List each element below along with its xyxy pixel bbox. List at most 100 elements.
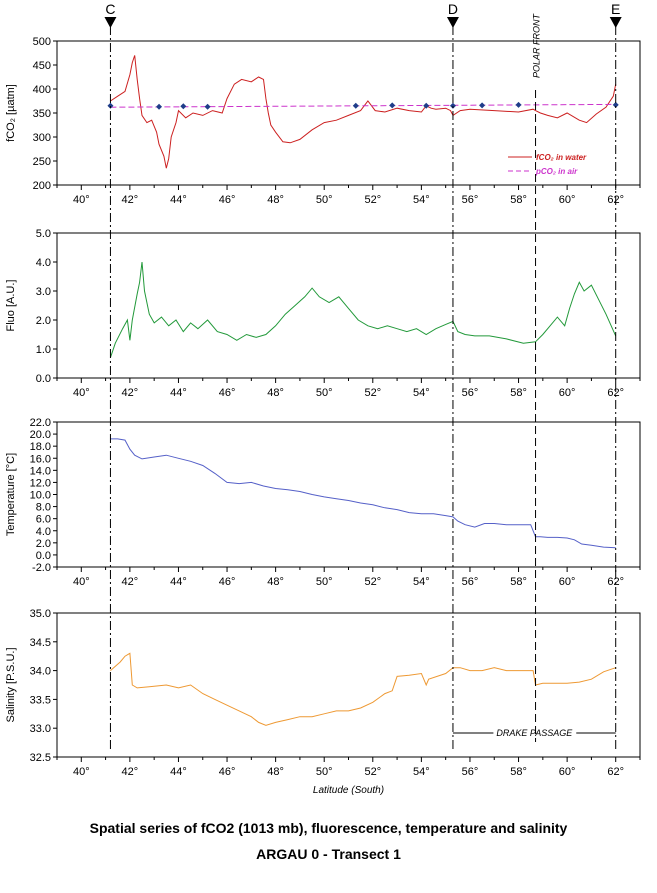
y-tick-label: 4.0 xyxy=(36,526,51,538)
x-tick-label: 50° xyxy=(316,387,333,399)
y-tick-label: 5.0 xyxy=(36,228,51,240)
x-tick-label: 40° xyxy=(73,387,90,399)
x-tick-label: 46° xyxy=(219,576,236,588)
series-line-panel-4 xyxy=(110,652,616,726)
x-tick-label: 62° xyxy=(607,387,624,399)
panel-1: 200 250 300 350 400 450 500 40° 42° 44° 46° 48° 50° 5… xyxy=(5,36,641,206)
x-tick-label: 40° xyxy=(73,576,90,588)
x-tick-label: 44° xyxy=(170,576,187,588)
y-tick-label: 350 xyxy=(33,108,51,120)
y-tick-label: 3.0 xyxy=(36,286,51,298)
panel-3: -2.00.02.04.06.08.010.012.014.016.018.02… xyxy=(5,417,641,588)
x-tick-label: 58° xyxy=(510,766,527,778)
y-tick-label: 2.0 xyxy=(36,315,51,327)
series-line-pco2-air xyxy=(110,103,616,108)
y-tick-label: 400 xyxy=(33,84,51,96)
x-tick-label: 52° xyxy=(364,387,381,399)
x-tick-label: 42° xyxy=(122,576,139,588)
x-tick-label: 56° xyxy=(462,766,479,778)
plot-frame xyxy=(56,40,641,186)
x-tick-label: 56° xyxy=(462,387,479,399)
pco2-air-point xyxy=(479,102,486,109)
x-tick-label: 46° xyxy=(219,387,236,399)
x-tick-label: 42° xyxy=(122,194,139,206)
x-tick-label: 60° xyxy=(559,194,576,206)
x-tick-label: 56° xyxy=(462,194,479,206)
x-tick-label: 48° xyxy=(267,576,284,588)
y-tick-label: -2.0 xyxy=(32,562,51,574)
drake-passage-label: DRAKE PASSAGE xyxy=(496,728,573,738)
x-tick-label: 42° xyxy=(122,387,139,399)
y-tick-label: 6.0 xyxy=(36,514,51,526)
station-label: C xyxy=(105,1,115,17)
pco2-air-point xyxy=(389,102,396,109)
legend-label-fco2: fCO₂ in water xyxy=(536,153,587,162)
legend-label-pco2: pCO₂ in air xyxy=(535,167,578,176)
x-tick-label: 50° xyxy=(316,766,333,778)
panel-4: 32.5 33.0 33.5 34.0 34.5 35.0 40° 42° 44° 46° 48° 5… xyxy=(5,608,641,796)
y-tick-label: 18.0 xyxy=(30,441,51,453)
x-tick-label: 50° xyxy=(316,576,333,588)
station-marker-icon xyxy=(104,17,117,28)
y-tick-label: 0.0 xyxy=(36,373,51,385)
x-tick-label: 60° xyxy=(559,766,576,778)
pco2-air-point xyxy=(515,101,522,108)
x-axis-label: Latitude (South) xyxy=(313,785,384,796)
x-tick-label: 54° xyxy=(413,387,430,399)
x-tick-label: 48° xyxy=(267,766,284,778)
station-label: D xyxy=(448,1,458,17)
y-axis-label: Temperature [°C] xyxy=(5,453,17,536)
x-tick-label: 50° xyxy=(316,194,333,206)
pco2-air-point xyxy=(423,102,430,109)
x-tick-label: 52° xyxy=(364,576,381,588)
y-tick-label: 250 xyxy=(33,156,51,168)
series-line-panel-3 xyxy=(110,438,616,549)
polar-front-label: POLAR FRONT xyxy=(532,12,542,78)
y-tick-label: 4.0 xyxy=(36,257,51,269)
y-tick-label: 450 xyxy=(33,60,51,72)
x-tick-label: 44° xyxy=(170,194,187,206)
x-tick-label: 46° xyxy=(219,766,236,778)
x-tick-label: 60° xyxy=(559,576,576,588)
y-tick-label: 12.0 xyxy=(30,477,51,489)
y-tick-label: 0.0 xyxy=(36,550,51,562)
panel-2: 0.0 1.0 2.0 3.0 4.0 5.0 40° 42° 44° 46° 48° 50° 52° 5… xyxy=(5,228,641,399)
x-tick-label: 54° xyxy=(413,194,430,206)
x-tick-label: 56° xyxy=(462,576,479,588)
y-tick-label: 14.0 xyxy=(30,465,51,477)
x-tick-label: 48° xyxy=(267,194,284,206)
x-tick-label: 58° xyxy=(510,194,527,206)
y-tick-label: 34.5 xyxy=(30,637,51,649)
x-tick-label: 58° xyxy=(510,387,527,399)
station-marker-icon xyxy=(446,17,459,28)
x-tick-label: 58° xyxy=(510,576,527,588)
x-tick-label: 54° xyxy=(413,766,430,778)
y-tick-label: 20.0 xyxy=(30,429,51,441)
caption-line-1: Spatial series of fCO2 (1013 mb), fluore… xyxy=(89,820,568,836)
x-tick-label: 46° xyxy=(219,194,236,206)
pco2-air-point xyxy=(449,102,456,109)
x-tick-label: 48° xyxy=(267,387,284,399)
y-tick-label: 33.5 xyxy=(30,694,51,706)
plot-frame xyxy=(56,421,641,568)
y-tick-label: 200 xyxy=(33,180,51,192)
x-tick-label: 44° xyxy=(170,387,187,399)
pco2-air-point xyxy=(204,103,211,110)
x-tick-label: 52° xyxy=(364,766,381,778)
x-tick-label: 44° xyxy=(170,766,187,778)
y-tick-label: 1.0 xyxy=(36,344,51,356)
pco2-air-point xyxy=(612,101,619,108)
x-tick-label: 54° xyxy=(413,576,430,588)
pco2-air-point xyxy=(352,102,359,109)
caption-line-2: ARGAU 0 - Transect 1 xyxy=(256,846,401,862)
x-tick-label: 52° xyxy=(364,194,381,206)
y-tick-label: 33.0 xyxy=(30,723,51,735)
y-tick-label: 300 xyxy=(33,132,51,144)
x-tick-label: 42° xyxy=(122,766,139,778)
x-tick-label: 60° xyxy=(559,387,576,399)
y-tick-label: 34.0 xyxy=(30,666,51,678)
y-tick-label: 32.5 xyxy=(30,752,51,764)
plot-frame xyxy=(56,232,641,379)
station-marker-icon xyxy=(609,17,622,28)
